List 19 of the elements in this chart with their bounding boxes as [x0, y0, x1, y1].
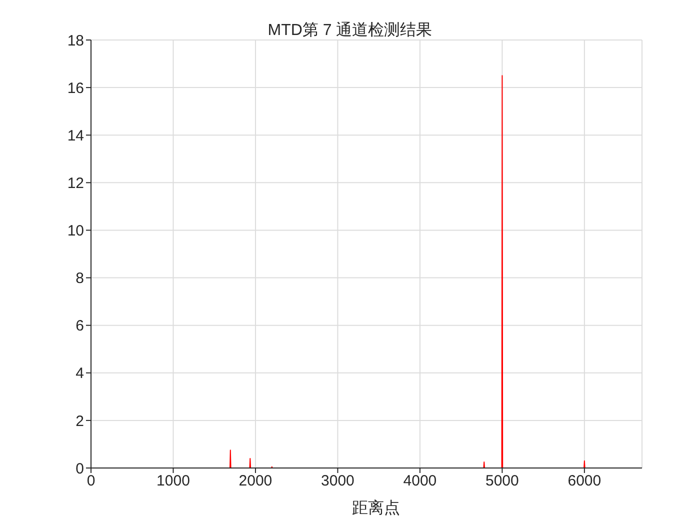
x-tick-label: 2000 — [238, 472, 272, 490]
x-tick-label: 0 — [86, 472, 96, 490]
y-tick-label: 4 — [76, 365, 84, 382]
y-tick-label: 0 — [76, 460, 84, 478]
y-tick-label: 16 — [67, 80, 84, 97]
x-tick-label: 6000 — [568, 472, 602, 490]
x-axis-title: 距离点 — [351, 498, 401, 519]
y-tick-label: 10 — [67, 222, 84, 240]
x-tick-label: 5000 — [486, 472, 519, 490]
y-tick-label: 12 — [67, 174, 84, 192]
y-tick-label: 18 — [67, 32, 84, 50]
y-tick-label: 6 — [76, 318, 84, 335]
chart-title: MTD第 7 通道检测结果 — [268, 22, 432, 39]
y-tick-label: 8 — [76, 270, 84, 288]
y-tick-label: 2 — [76, 412, 84, 430]
x-tick-label: 3000 — [321, 472, 354, 490]
y-tick-label: 14 — [67, 127, 84, 144]
x-tick-label: 4000 — [403, 472, 437, 490]
x-tick-label: 1000 — [156, 472, 190, 490]
